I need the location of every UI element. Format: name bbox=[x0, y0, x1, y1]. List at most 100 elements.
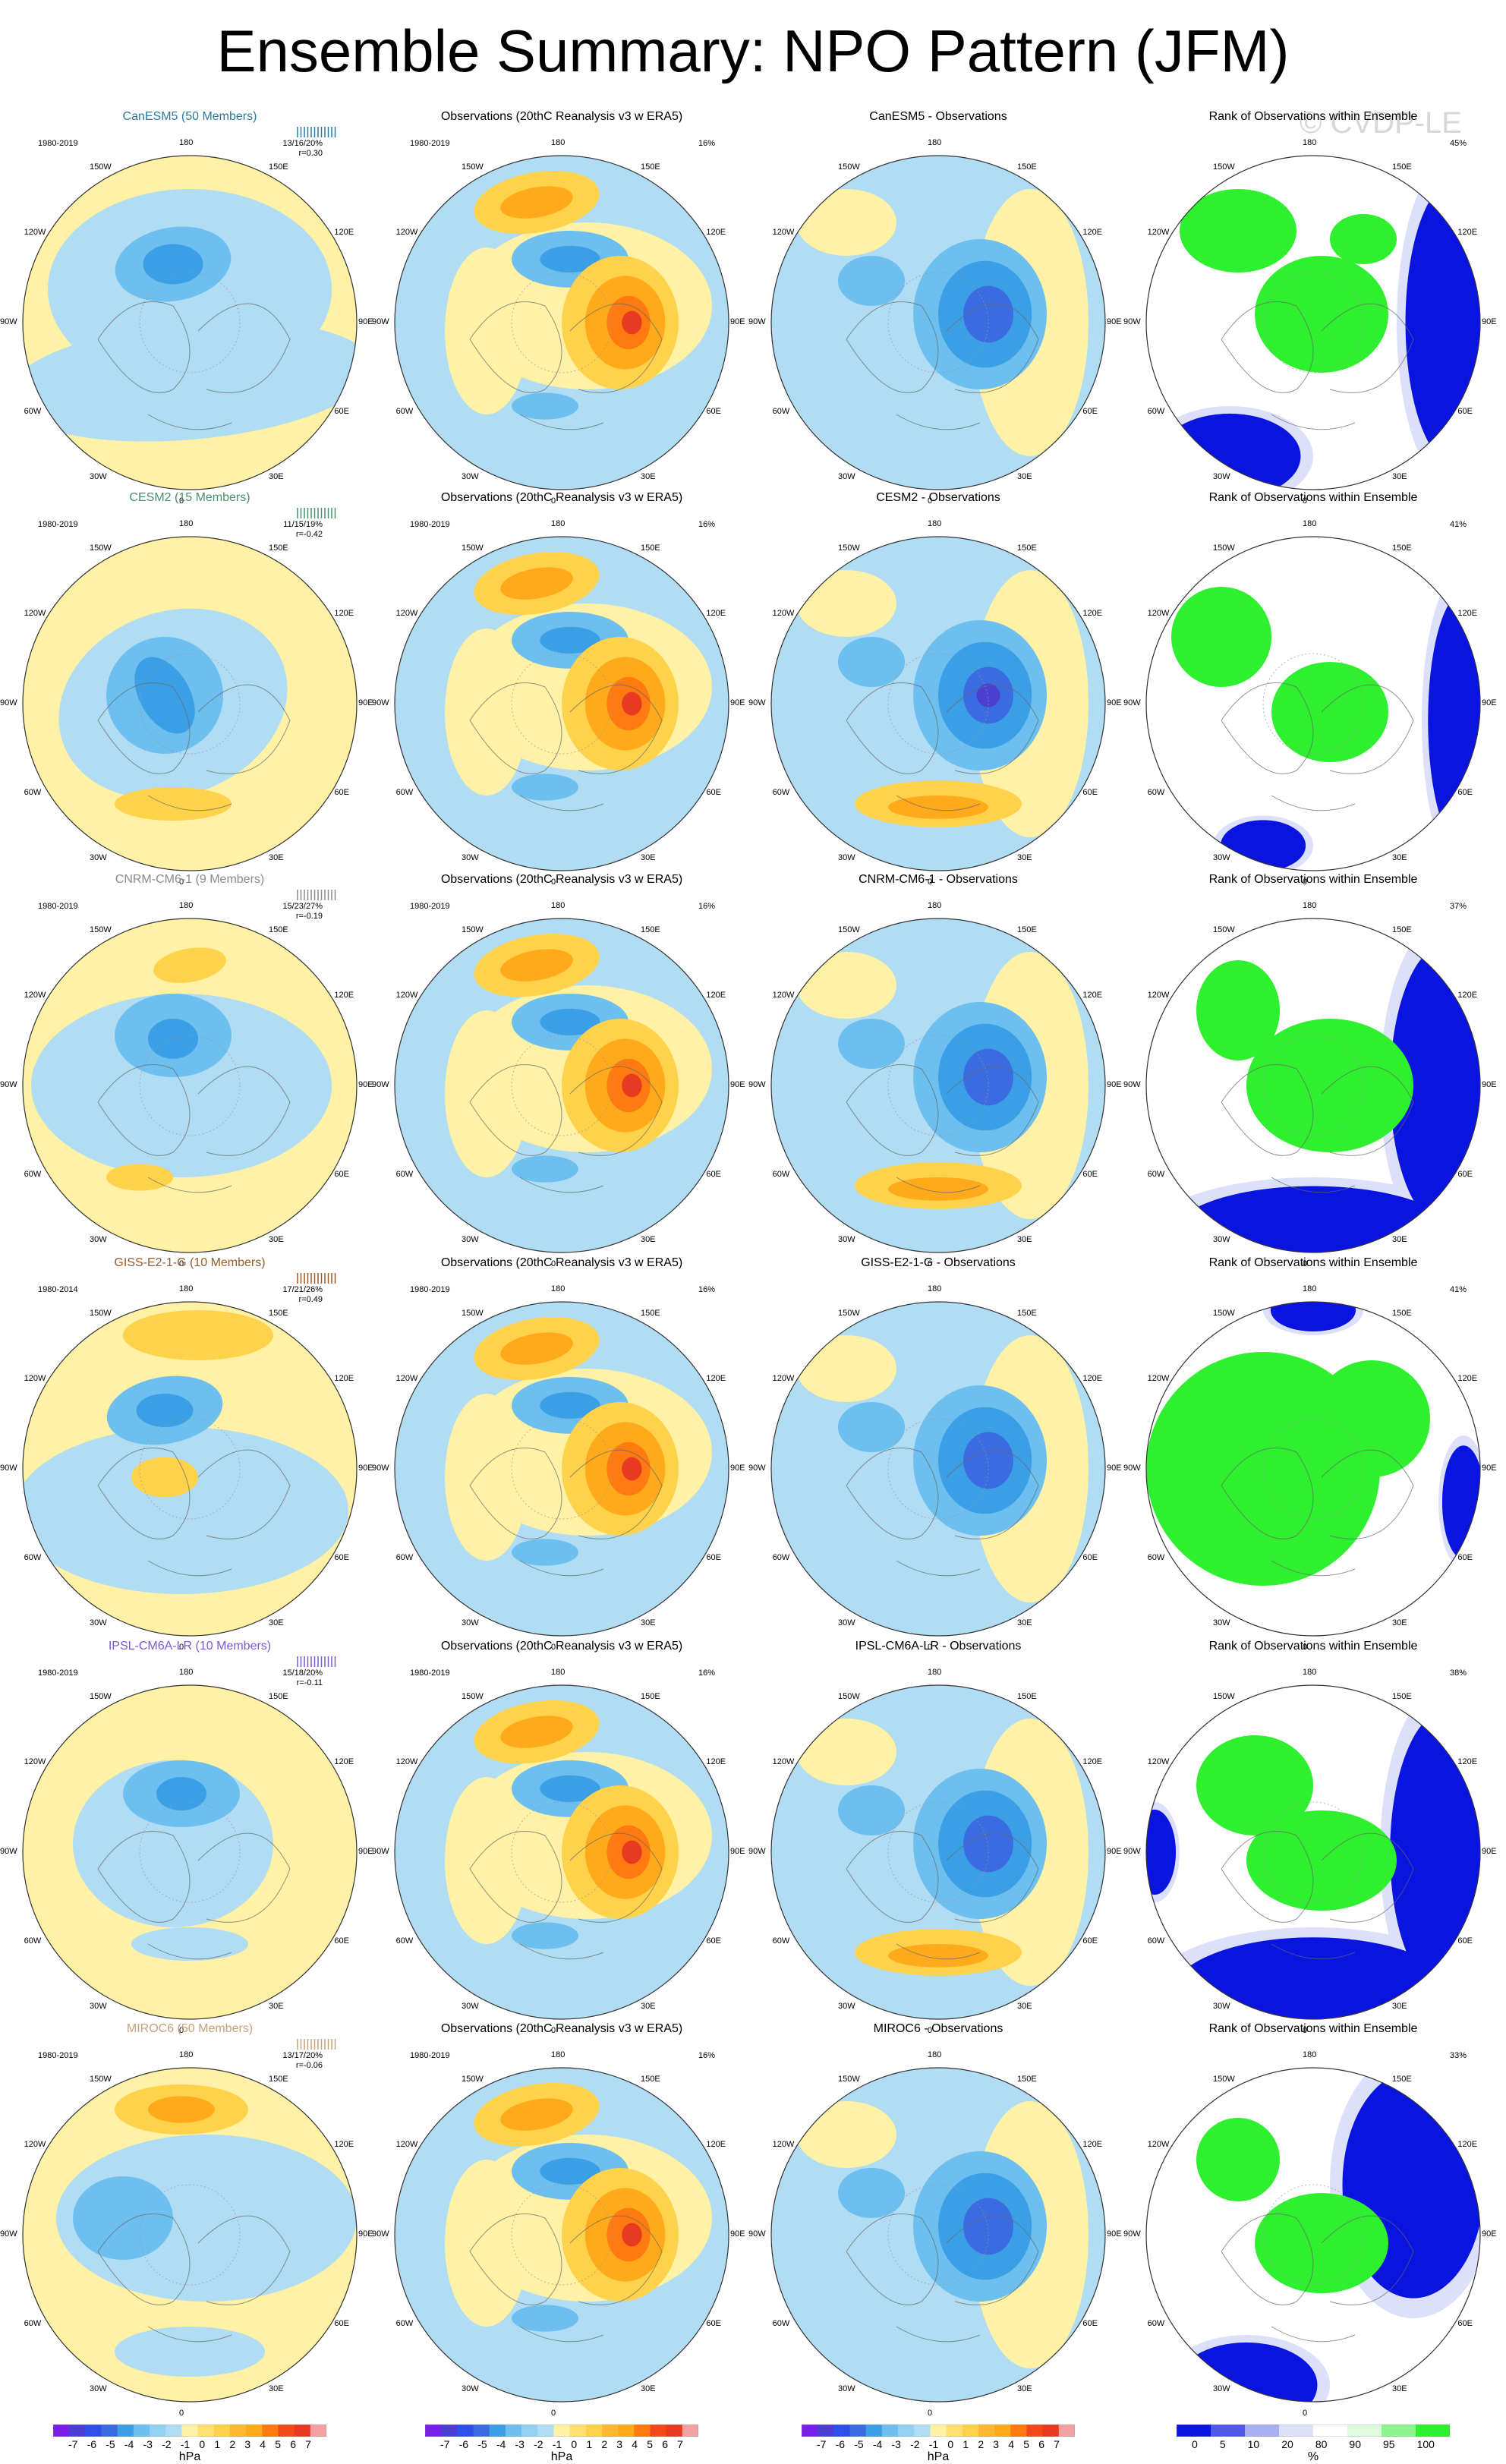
ensemble-spread-ticks bbox=[297, 508, 336, 518]
colorbar-labels: 0 5 10 20 80 90 95 100 bbox=[1192, 2438, 1435, 2450]
longitude-label: 90E bbox=[1107, 317, 1122, 326]
longitude-label: 150W bbox=[838, 925, 860, 934]
contour-blob bbox=[512, 774, 578, 801]
model-period: 1980-2014 bbox=[38, 1285, 78, 1294]
longitude-label: 150W bbox=[838, 1691, 860, 1701]
obs-period: 1980-2019 bbox=[410, 1285, 450, 1294]
colorbar-swatch bbox=[1382, 2425, 1416, 2437]
colorbar-swatch bbox=[457, 2425, 474, 2437]
longitude-label: 60E bbox=[334, 1170, 349, 1179]
longitude-label: 120W bbox=[1147, 2140, 1170, 2149]
longitude-label: 0 bbox=[928, 1259, 933, 1268]
map-model-5 bbox=[22, 2067, 358, 2403]
map-rank-5 bbox=[1145, 2067, 1481, 2403]
longitude-label: 30E bbox=[269, 472, 284, 482]
colorbar-tick-label: -3 bbox=[143, 2438, 153, 2450]
colorbar-swatch bbox=[489, 2425, 506, 2437]
contour-blob bbox=[796, 189, 896, 256]
colorbar-swatch bbox=[666, 2425, 683, 2437]
longitude-label: 150E bbox=[641, 543, 660, 553]
colorbar-unit: hPa bbox=[178, 2450, 201, 2463]
contour-blob bbox=[445, 247, 528, 414]
colorbar-swatch bbox=[181, 2425, 199, 2437]
obs-percent: 16% bbox=[698, 902, 716, 911]
colorbar-tick-label: 5 bbox=[275, 2438, 282, 2450]
rank-region bbox=[1270, 1302, 1356, 1332]
longitude-label: 30W bbox=[90, 1618, 107, 1628]
longitude-label: 150E bbox=[1392, 543, 1412, 553]
colorbar-tick-label: -6 bbox=[835, 2438, 846, 2450]
contour-blob bbox=[73, 2176, 173, 2260]
colorbar-swatch bbox=[521, 2425, 538, 2437]
longitude-label: 120W bbox=[772, 609, 795, 618]
rank-region bbox=[1175, 2342, 1318, 2402]
longitude-label: 120E bbox=[1457, 609, 1478, 618]
longitude-label: 120W bbox=[1147, 609, 1170, 618]
obs-percent: 16% bbox=[698, 1668, 716, 1678]
rank-region bbox=[1146, 1809, 1177, 1895]
contour-blob bbox=[148, 1019, 198, 1059]
longitude-label: 30E bbox=[269, 1235, 284, 1245]
coastline bbox=[1221, 2184, 1414, 2343]
longitude-label: 90E bbox=[1107, 1080, 1122, 1089]
longitude-label: 0 bbox=[179, 878, 184, 887]
longitude-label: 90W bbox=[1123, 2229, 1141, 2239]
colorbar-swatch bbox=[246, 2425, 263, 2437]
contour-blob bbox=[540, 245, 600, 273]
colorbar-swatch bbox=[101, 2425, 118, 2437]
longitude-label: 60E bbox=[706, 788, 721, 797]
coastline bbox=[846, 653, 1039, 811]
colorbar-tick-label: 3 bbox=[993, 2438, 1000, 2450]
coastline bbox=[846, 1035, 1039, 1193]
longitude-label: 120W bbox=[772, 1374, 795, 1383]
longitude-label: 30E bbox=[1392, 2002, 1407, 2012]
longitude-label: 60W bbox=[24, 788, 42, 797]
longitude-label: 150W bbox=[1213, 2074, 1235, 2084]
coastline bbox=[97, 272, 291, 430]
colorbar-labels: -7 -6 -5 -4 -3 -2 -1 0 1 2 3 4 5 6 7 bbox=[68, 2438, 311, 2450]
map-rank-4 bbox=[1145, 1684, 1481, 2020]
colorbar-tick-label: -3 bbox=[891, 2438, 901, 2450]
longitude-label: 90W bbox=[0, 2229, 17, 2239]
longitude-label: 90W bbox=[372, 1464, 389, 1473]
colorbar-swatch bbox=[553, 2425, 571, 2437]
ensemble-spread-ticks bbox=[297, 1273, 336, 1284]
longitude-label: 60E bbox=[706, 1936, 721, 1946]
longitude-label: 120E bbox=[334, 609, 354, 618]
diff-title: GISS-E2-1-G - Observations bbox=[861, 1256, 1016, 1269]
longitude-label: 90E bbox=[730, 1464, 745, 1473]
colorbar-0 bbox=[53, 2425, 326, 2437]
longitude-label: 60W bbox=[772, 1170, 790, 1179]
colorbar-swatch bbox=[1026, 2425, 1044, 2437]
longitude-label: 180 bbox=[1303, 519, 1317, 528]
longitude-label: 0 bbox=[179, 1643, 184, 1652]
colorbar-tick-label: -2 bbox=[162, 2438, 172, 2450]
contour-blob bbox=[963, 2198, 1013, 2255]
colorbar-tick-label: 7 bbox=[677, 2438, 683, 2450]
rank-region bbox=[1171, 1186, 1455, 1252]
longitude-label: 120W bbox=[1147, 1757, 1170, 1766]
ensemble-spread-ticks bbox=[297, 1656, 336, 1667]
colorbar-swatch bbox=[946, 2425, 963, 2437]
longitude-label: 60E bbox=[334, 1553, 349, 1562]
longitude-label: 90E bbox=[730, 2229, 745, 2239]
longitude-label: 30E bbox=[641, 853, 656, 863]
rank-region bbox=[1271, 662, 1388, 762]
colorbar-swatch bbox=[537, 2425, 554, 2437]
contour-blob bbox=[123, 1310, 273, 1360]
longitude-label: 150W bbox=[462, 925, 484, 934]
contour-blob bbox=[131, 1457, 198, 1498]
watermark: © CVDP-LE bbox=[1300, 106, 1462, 140]
coastline bbox=[846, 272, 1039, 430]
colorbar-swatch bbox=[441, 2425, 458, 2437]
colorbar-tick-label: 0 bbox=[199, 2438, 206, 2450]
longitude-label: 180 bbox=[928, 1668, 942, 1677]
longitude-label: 120W bbox=[395, 228, 418, 237]
longitude-label: 90W bbox=[748, 1080, 766, 1089]
rank-region bbox=[1220, 820, 1306, 871]
longitude-label: 120W bbox=[772, 991, 795, 1000]
colorbar-swatch bbox=[849, 2425, 867, 2437]
longitude-label: 60E bbox=[1457, 2319, 1473, 2328]
longitude-label: 60W bbox=[1147, 1553, 1165, 1562]
colorbar-swatch bbox=[898, 2425, 915, 2437]
